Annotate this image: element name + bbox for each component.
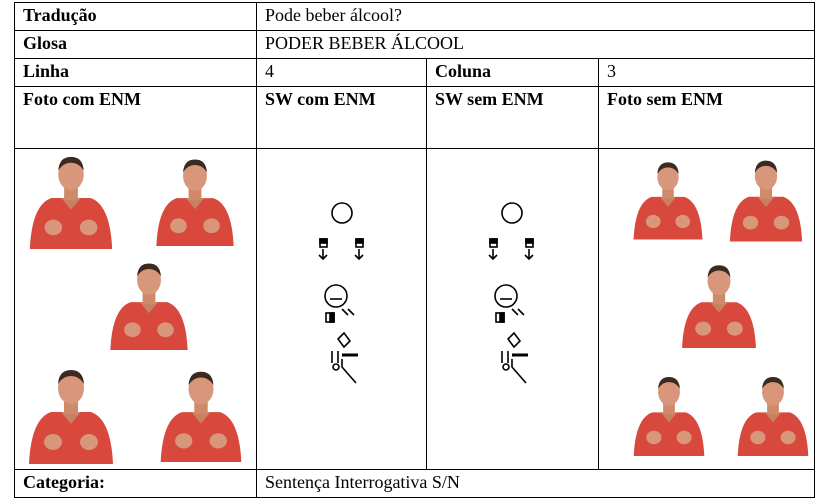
header: SW com ENM [256, 86, 427, 149]
photos [633, 160, 809, 456]
label: Tradução [14, 2, 257, 31]
label: Glosa [14, 30, 257, 59]
header: Foto com ENM [14, 86, 257, 149]
row [14, 148, 816, 470]
photos [29, 156, 242, 464]
value: PODER BEBER ÁLCOOL [255, 30, 816, 59]
sign-table: Tradução Pode beber álcool? Glosa PODER … [14, 2, 816, 498]
header: Foto sem ENM [597, 86, 816, 149]
value: 4 [256, 58, 427, 87]
label: Coluna [426, 58, 599, 87]
row: Tradução Pode beber álcool? [14, 2, 816, 31]
photo-cell [14, 148, 257, 470]
value: Pode beber álcool? [255, 2, 816, 31]
value: 3 [597, 58, 816, 87]
signwriting [487, 201, 535, 385]
row: Linha 4 Coluna 3 [14, 58, 816, 87]
sw-cell [256, 148, 427, 470]
label: Categoria: [14, 469, 257, 498]
row: Glosa PODER BEBER ÁLCOOL [14, 30, 816, 59]
signwriting [317, 201, 365, 385]
sw-cell [426, 148, 599, 470]
photo-cell [597, 148, 816, 470]
header: SW sem ENM [426, 86, 599, 149]
value: Sentença Interrogativa S/N [255, 469, 816, 498]
label: Linha [14, 58, 257, 87]
row: Categoria: Sentença Interrogativa S/N [14, 469, 816, 498]
row: Foto com ENM SW com ENM SW sem ENM Foto … [14, 86, 816, 149]
